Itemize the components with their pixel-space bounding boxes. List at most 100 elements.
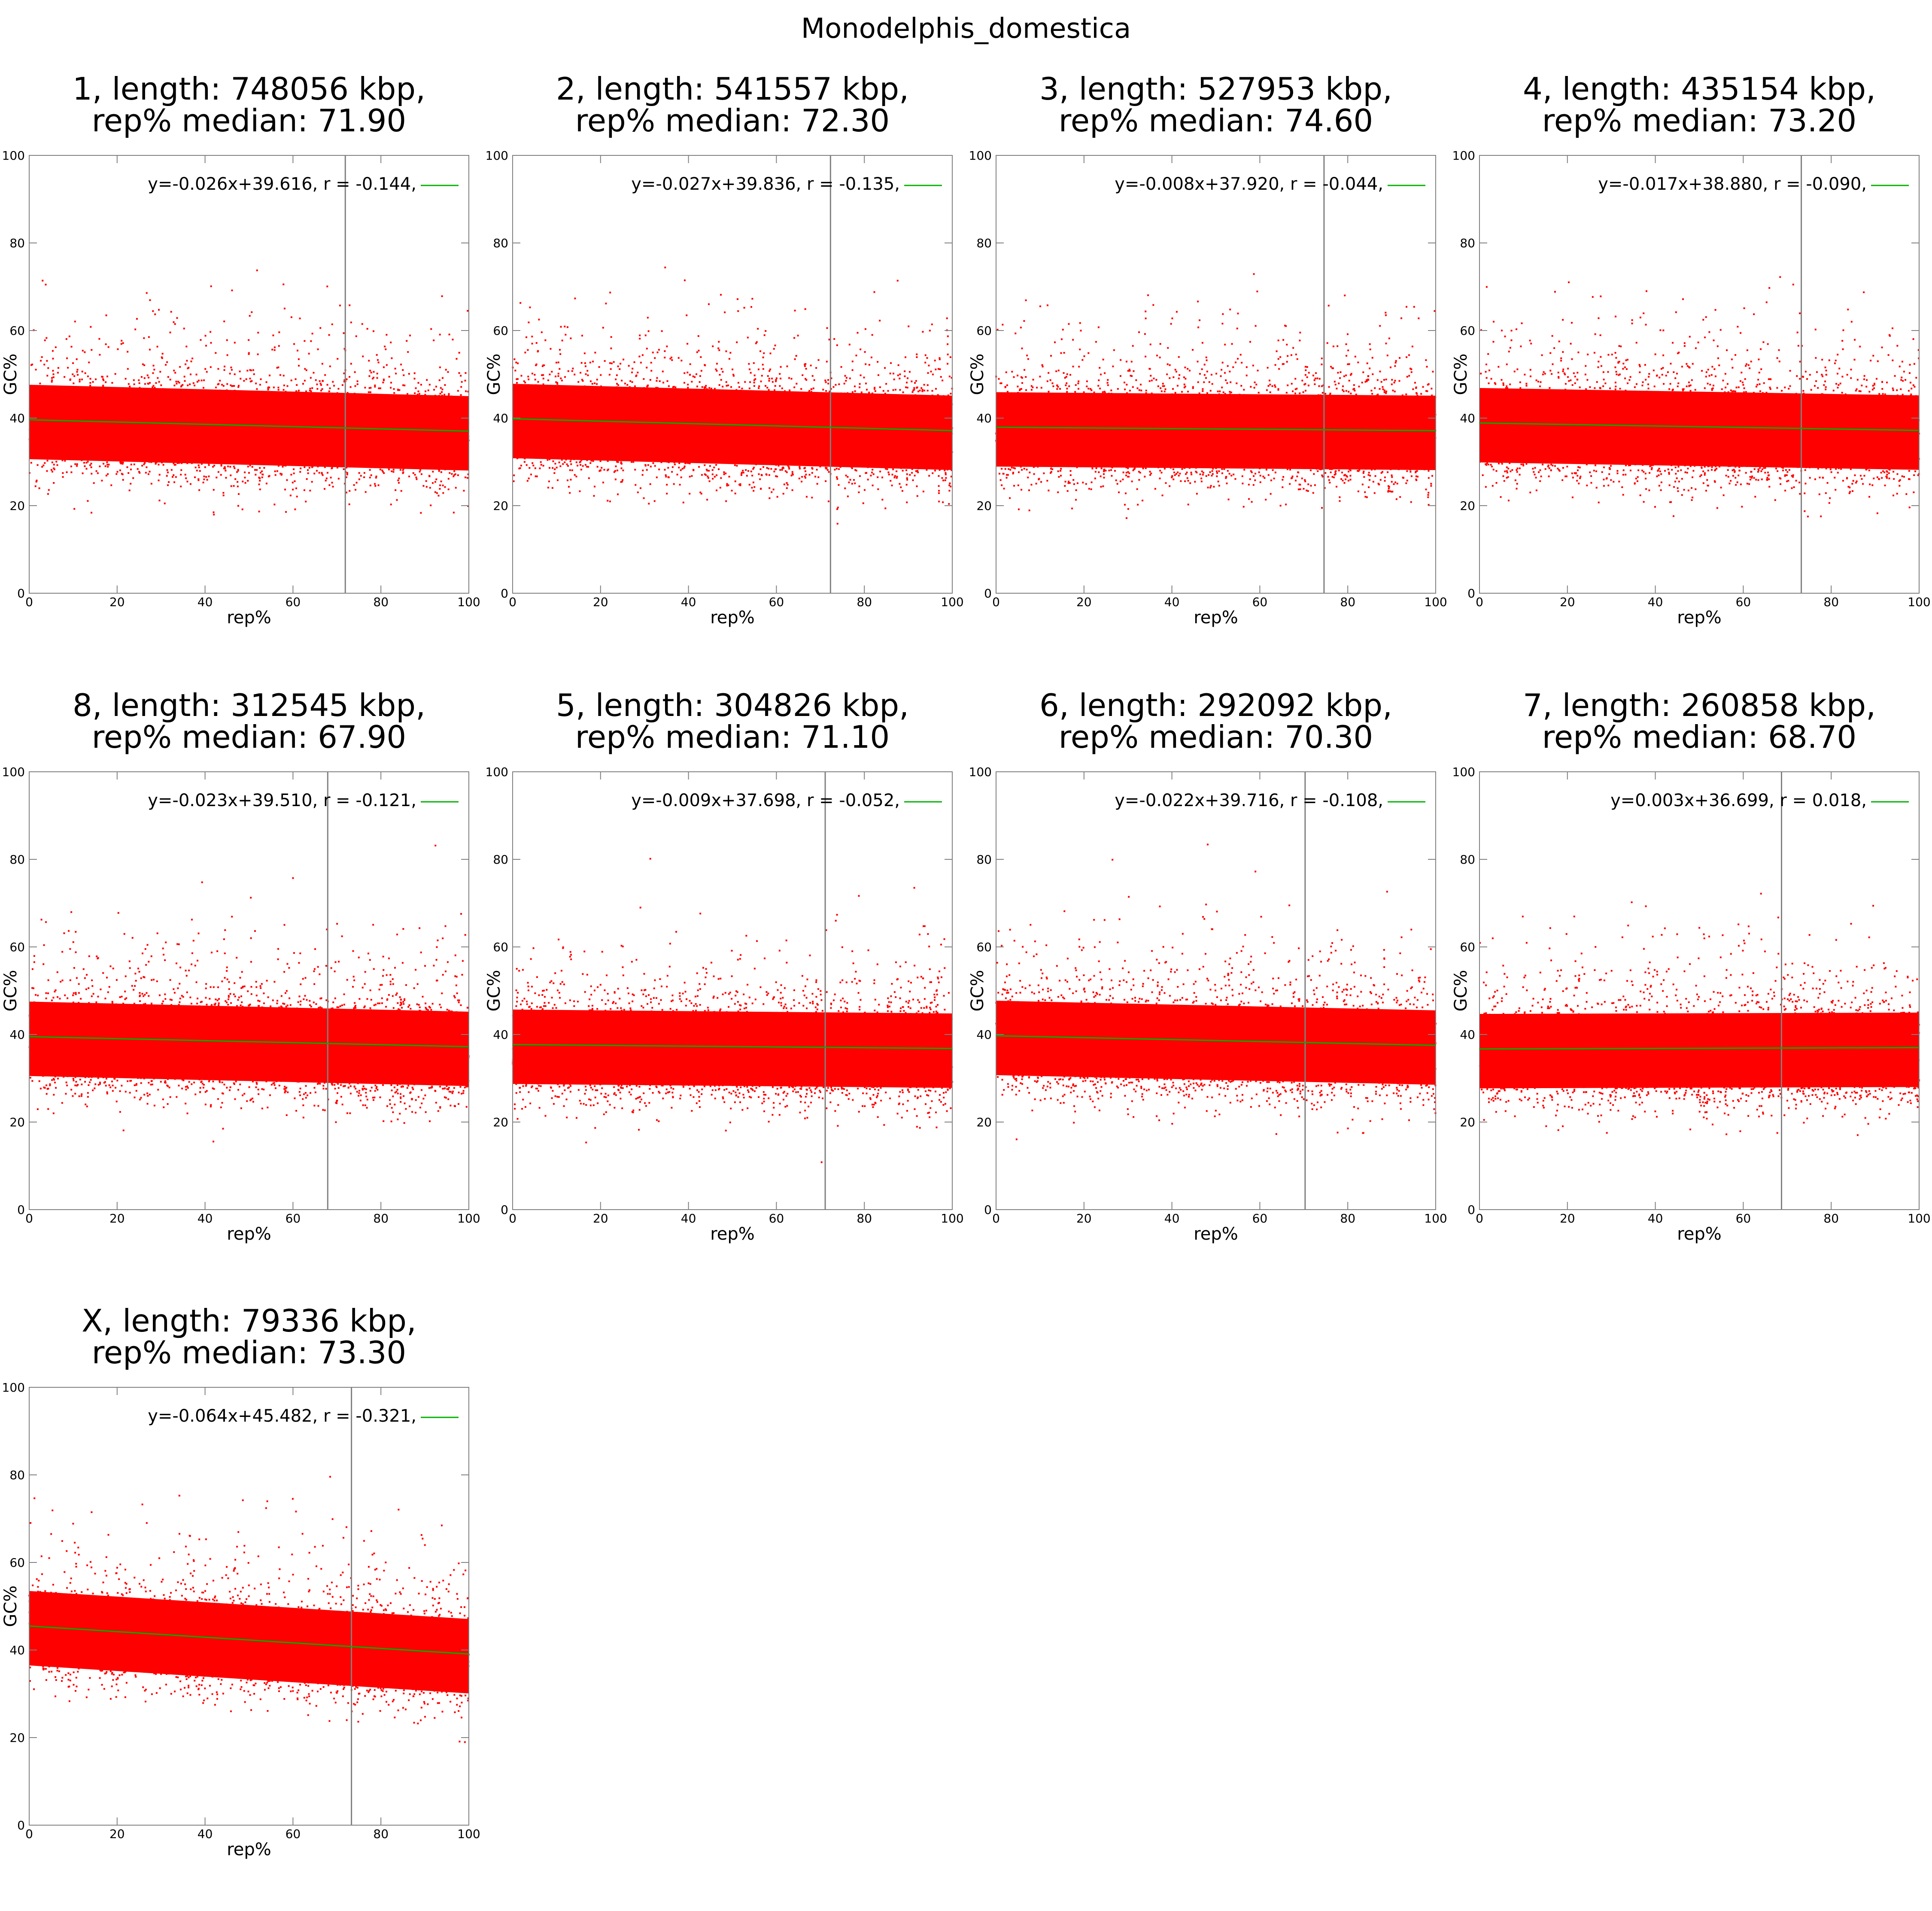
scatter-point [325, 477, 328, 479]
scatter-point [213, 513, 215, 516]
scatter-point [234, 467, 236, 469]
scatter-point [391, 357, 393, 359]
scatter-point [343, 379, 346, 381]
scatter-point [168, 481, 170, 483]
scatter-point [97, 472, 99, 474]
scatter-point [203, 475, 205, 477]
scatter-point [369, 484, 371, 486]
scatter-point [397, 389, 399, 391]
scatter-point [557, 375, 559, 377]
scatter-point [186, 480, 188, 482]
scatter-point [447, 371, 449, 373]
scatter-point [244, 471, 246, 473]
scatter-point [122, 463, 124, 465]
scatter-point [186, 360, 188, 362]
scatter-point [412, 472, 414, 474]
scatter-point [307, 472, 309, 474]
y-tick-label: 20 [9, 499, 25, 513]
scatter-point [431, 482, 434, 484]
scatter-point [321, 388, 323, 390]
scatter-point [794, 358, 796, 360]
scatter-point [290, 316, 292, 318]
scatter-point [220, 474, 222, 476]
scatter-point [817, 476, 820, 478]
scatter-point [119, 461, 122, 464]
scatter-point [111, 382, 113, 384]
scatter-point [170, 469, 173, 471]
x-tick-label: 20 [109, 595, 125, 609]
scatter-point [52, 358, 54, 360]
scatter-point [718, 468, 720, 470]
scatter-point [293, 343, 295, 345]
scatter-point [90, 463, 92, 465]
scatter-point [666, 492, 668, 494]
scatter-point [358, 478, 360, 480]
scatter-point [99, 465, 101, 467]
scatter-point [156, 346, 158, 348]
scatter-point [88, 361, 90, 364]
scatter-point [337, 478, 340, 480]
scatter-point [79, 380, 81, 382]
scatter-point [44, 339, 46, 341]
scatter-point [424, 394, 426, 396]
scatter-point [904, 375, 906, 377]
scatter-point [753, 467, 755, 469]
scatter-point [41, 466, 43, 468]
scatter-point [439, 334, 441, 336]
scatter-point [208, 475, 210, 477]
scatter-point [465, 372, 467, 374]
scatter-point [167, 376, 169, 378]
scatter-point [658, 468, 660, 470]
x-tick-label: 100 [457, 595, 480, 609]
scatter-point [146, 466, 148, 468]
scatter-point [173, 384, 176, 386]
scatter-point [434, 491, 436, 493]
scatter-point [308, 352, 310, 355]
scatter-point [122, 461, 124, 464]
scatter-point [57, 367, 59, 369]
scatter-point [725, 500, 727, 502]
scatter-point [363, 476, 365, 478]
scatter-point [542, 377, 544, 379]
scatter-point [224, 467, 226, 470]
scatter-point [390, 382, 392, 384]
scatter-point [46, 460, 49, 462]
scatter-point [298, 389, 300, 391]
scatter-point [457, 390, 459, 392]
scatter-point [904, 370, 906, 372]
scatter-point [129, 385, 131, 388]
scatter-point [748, 368, 750, 370]
scatter-point [170, 311, 172, 313]
scatter-point [408, 373, 410, 375]
scatter-point [34, 485, 36, 487]
scatter-point [326, 384, 328, 386]
scatter-point [145, 472, 147, 474]
scatter-point [233, 485, 235, 487]
scatter-point [72, 362, 74, 364]
scatter-point [851, 391, 854, 393]
scatter-point [53, 482, 55, 484]
scatter-point [197, 479, 200, 481]
scatter-point [277, 389, 279, 391]
scatter-point [623, 358, 625, 361]
scatter-point [261, 476, 263, 479]
scatter-panel: 1, length: 748056 kbp,rep% median: 71.90… [1, 71, 480, 628]
scatter-point [104, 465, 106, 467]
scatter-point [368, 360, 370, 362]
scatter-point [81, 370, 83, 373]
scatter-point [237, 481, 239, 483]
scatter-point [126, 466, 128, 468]
scatter-point [734, 492, 736, 494]
scatter-point [437, 494, 440, 497]
scatter-point [230, 474, 232, 476]
scatter-point [176, 317, 178, 319]
scatter-point [144, 462, 146, 464]
scatter-point [374, 485, 377, 487]
scatter-point [204, 335, 207, 337]
scatter-point [174, 323, 176, 325]
scatter-point [453, 475, 455, 477]
scatter-point [346, 392, 349, 394]
scatter-point [165, 364, 167, 366]
scatter-point [656, 476, 658, 479]
scatter-point [46, 337, 48, 339]
